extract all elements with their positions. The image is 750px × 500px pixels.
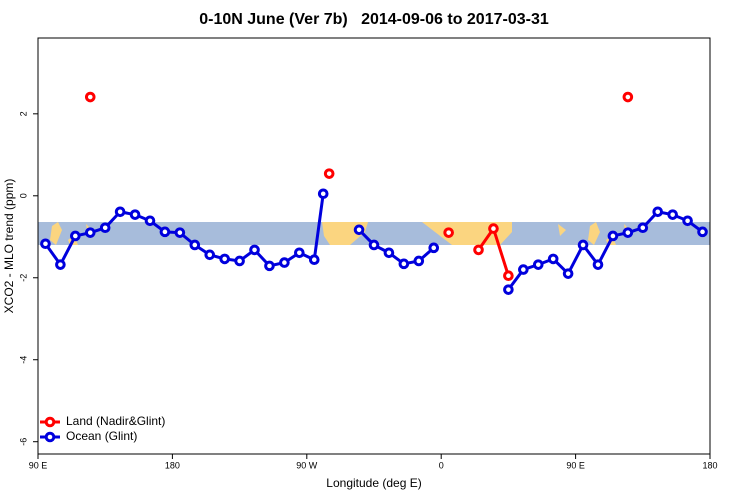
data-point: [413, 255, 425, 267]
data-point: [428, 242, 440, 254]
x-tick-label: 0: [439, 460, 444, 470]
data-point: [443, 227, 454, 238]
data-point: [473, 244, 484, 256]
data-point: [652, 206, 664, 218]
data-point: [55, 259, 66, 270]
x-tick-label: 90 W: [296, 460, 318, 470]
data-point: [697, 226, 708, 238]
legend-label: Ocean (Glint): [66, 429, 137, 443]
y-tick-label: -6: [18, 438, 28, 446]
data-point: [204, 249, 216, 261]
data-point: [577, 239, 589, 251]
data-point: [189, 239, 201, 251]
data-point: [84, 91, 96, 103]
data-point: [518, 264, 529, 275]
data-point: [308, 254, 320, 266]
chart-title: 0-10N June (Ver 7b) 2014-09-06 to 2017-0…: [199, 11, 549, 28]
legend-label: Land (Nadir&Glint): [66, 414, 165, 428]
data-point: [622, 227, 634, 238]
data-point: [637, 222, 649, 234]
data-point: [368, 239, 380, 251]
x-axis-label: Longitude (deg E): [326, 476, 421, 490]
data-point: [40, 238, 51, 250]
x-tick-label: 90 E: [566, 460, 585, 470]
data-point: [129, 209, 141, 220]
data-point: [279, 257, 290, 268]
data-point: [488, 223, 499, 234]
y-axis-label: XCO2 - MLO trend (ppm): [2, 179, 16, 314]
data-point: [562, 268, 574, 279]
data-point: [249, 244, 260, 256]
x-tick-label: 90 E: [29, 460, 48, 470]
data-point: [84, 227, 96, 238]
x-tick-label: 180: [165, 460, 180, 470]
data-point: [294, 247, 305, 259]
data-point: [682, 215, 693, 227]
y-tick-label: 0: [18, 193, 28, 198]
data-point: [70, 230, 81, 242]
data-point: [174, 227, 186, 238]
data-point: [323, 168, 335, 179]
data-point: [592, 259, 604, 270]
data-point: [317, 188, 329, 200]
data-point: [398, 258, 410, 270]
data-point: [607, 230, 619, 242]
data-point: [159, 226, 171, 238]
data-point: [532, 259, 544, 270]
data-point: [622, 91, 634, 103]
data-point: [547, 253, 559, 265]
y-tick-label: 2: [18, 111, 28, 116]
data-point: [503, 284, 514, 295]
data-point: [114, 206, 126, 218]
data-point: [234, 255, 245, 267]
x-tick-label: 180: [702, 460, 717, 470]
y-tick-label: -2: [18, 274, 28, 282]
data-point: [264, 260, 275, 272]
legend-marker: [44, 416, 56, 428]
y-tick-label: -4: [18, 356, 28, 364]
data-point: [144, 215, 156, 227]
data-point: [353, 224, 365, 236]
legend-marker: [44, 431, 56, 443]
data-point: [383, 247, 395, 259]
data-point: [503, 270, 514, 282]
data-point: [99, 222, 111, 234]
data-point: [219, 253, 230, 265]
plot-frame: [37, 37, 711, 455]
data-point: [667, 209, 678, 220]
